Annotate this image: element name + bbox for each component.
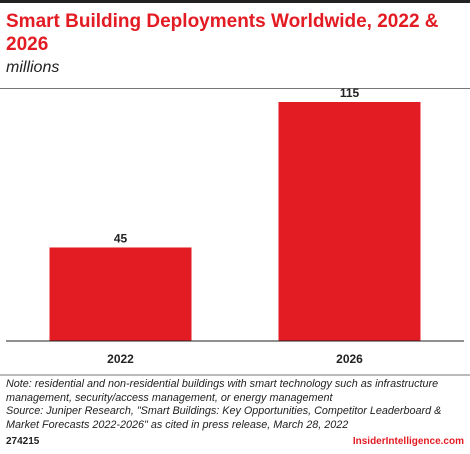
header-divider: [0, 88, 470, 89]
data-label-2022: 45: [114, 231, 128, 245]
note-text: Note: residential and non-residential bu…: [6, 378, 439, 404]
bar-2022: [49, 247, 192, 341]
chart-title: Smart Building Deployments Worldwide, 20…: [6, 11, 439, 55]
chart-footnote: Note: residential and non-residential bu…: [6, 378, 466, 432]
brand-logo-text: InsiderIntelligence.com: [352, 436, 464, 447]
top-rule: [0, 0, 470, 3]
x-tick-label-2026: 2026: [336, 352, 363, 366]
bar-2026: [278, 102, 421, 341]
chart-subtitle: millions: [6, 59, 60, 76]
source-text: Source: Juniper Research, "Smart Buildin…: [6, 405, 442, 431]
chart-id: 274215: [6, 436, 40, 447]
data-label-2026: 115: [340, 86, 360, 100]
x-tick-label-2022: 2022: [107, 352, 134, 366]
